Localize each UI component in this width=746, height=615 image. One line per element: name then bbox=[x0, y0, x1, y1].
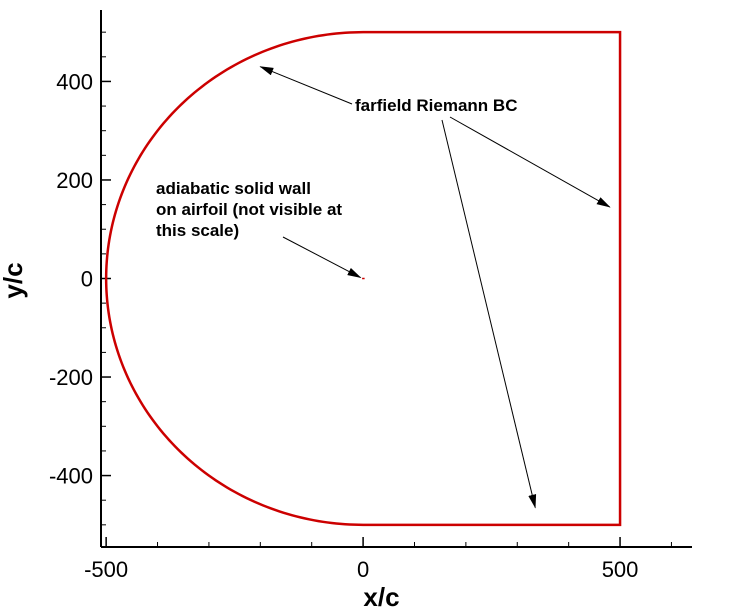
y-tick-label: -400 bbox=[49, 464, 93, 489]
farfield-arrow bbox=[259, 66, 353, 105]
x-tick-label: -500 bbox=[84, 557, 128, 582]
x-tick-label: 0 bbox=[357, 557, 369, 582]
y-tick-label: -200 bbox=[49, 365, 93, 390]
farfield-arrow bbox=[449, 116, 611, 208]
y-axis-title: y/c bbox=[0, 262, 28, 298]
wall-label-line: adiabatic solid wall bbox=[156, 179, 311, 198]
x-tick-label: 500 bbox=[602, 557, 639, 582]
y-tick-label: 0 bbox=[81, 267, 93, 292]
wall-label-line: on airfoil (not visible at bbox=[156, 200, 342, 219]
wall-arrow bbox=[282, 236, 362, 278]
boundary-line bbox=[104, 30, 622, 527]
y-tick-label: 200 bbox=[56, 168, 93, 193]
series-layer bbox=[104, 30, 622, 527]
tick-labels: -500 0 500 -400 -200 0 200 400 bbox=[49, 69, 638, 582]
plot-axes bbox=[100, 10, 692, 548]
wall-label-line: this scale) bbox=[156, 221, 239, 240]
farfield-label: farfield Riemann BC bbox=[355, 96, 517, 115]
annotations-layer: farfield Riemann BC adiabatic solid wall o… bbox=[156, 66, 611, 509]
farfield-arrow bbox=[441, 119, 537, 509]
x-axis-title: x/c bbox=[363, 582, 399, 612]
y-tick-label: 400 bbox=[56, 69, 93, 94]
axis-ticks bbox=[101, 31, 672, 547]
